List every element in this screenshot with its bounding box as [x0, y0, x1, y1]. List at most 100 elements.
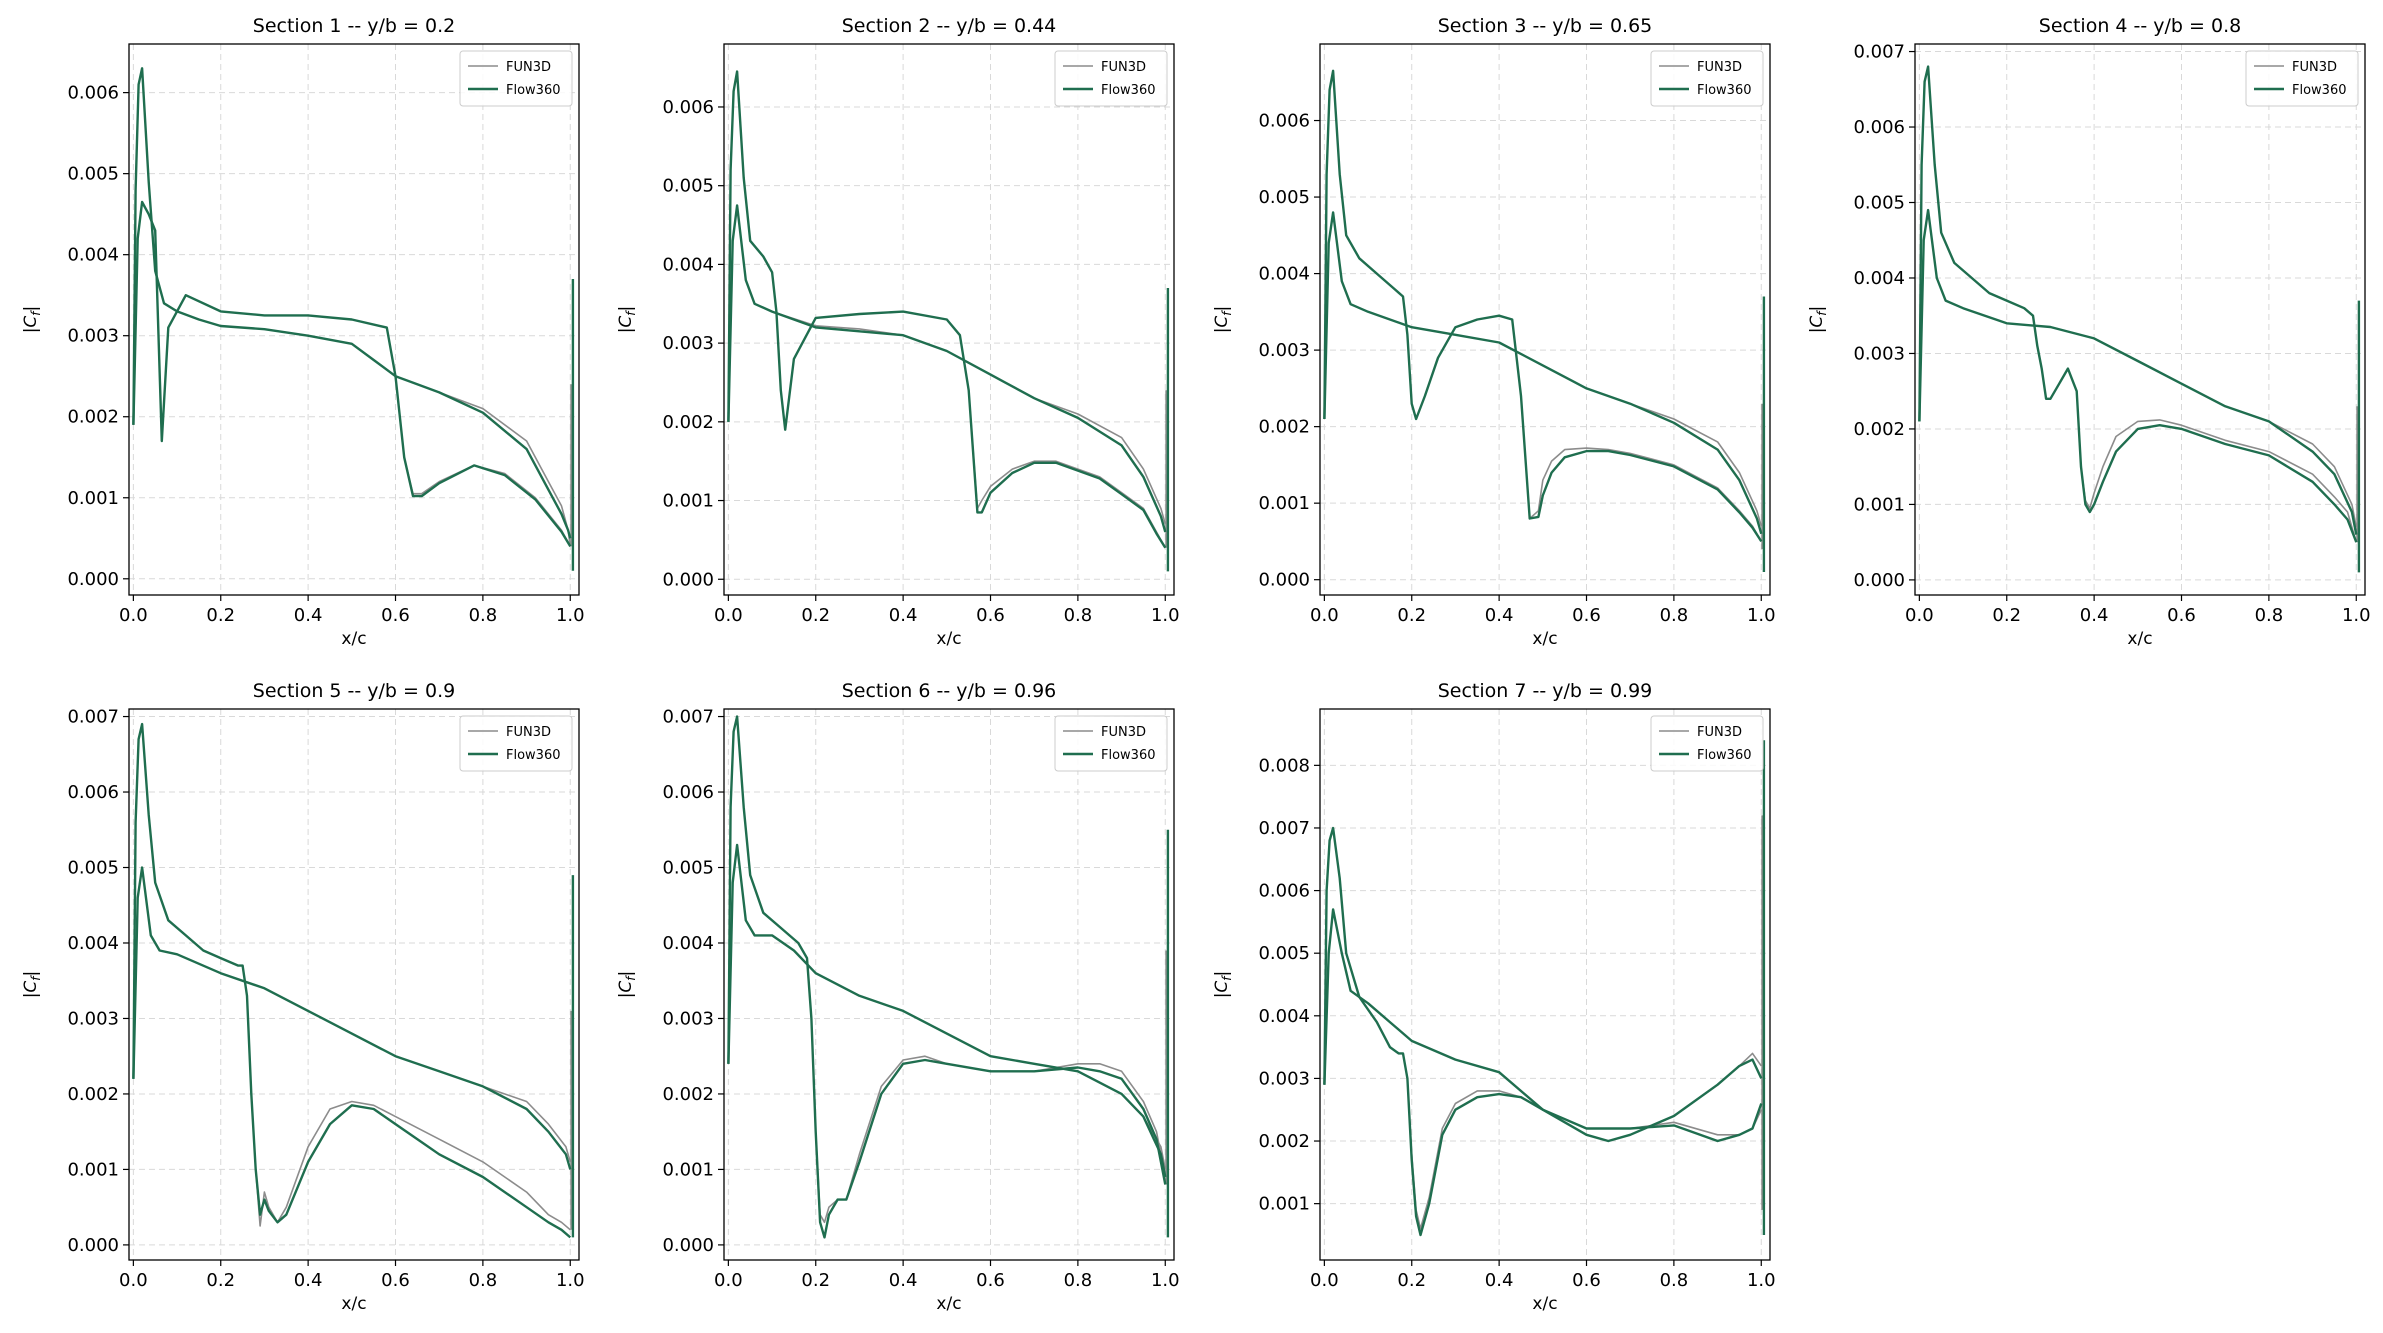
- legend-label: FUN3D: [1697, 60, 1742, 75]
- axes-frame: [1914, 43, 2366, 596]
- legend-box: [1650, 50, 1764, 107]
- y-tick-label: 0.005: [1258, 187, 1310, 208]
- chart-panel: 0.0 0.2 0.4 0.6 0.8 1.0 0.000 0.001 0.002 0.003 0.…: [21, 680, 585, 1314]
- y-tick-label: 0.002: [1853, 419, 1905, 440]
- x-tick-label: 0.6: [1572, 605, 1601, 626]
- legend: FUN3D Flow360: [2245, 50, 2359, 107]
- x-tick-label: 1.0: [1747, 1270, 1776, 1291]
- x-tick-label: 0.2: [1397, 1270, 1426, 1291]
- y-tick-label: 0.001: [662, 491, 714, 512]
- x-tick-label: 0.4: [889, 1270, 918, 1291]
- y-tick-label: 0.002: [1258, 417, 1310, 438]
- series-line-fun3d: [727, 844, 1167, 1170]
- x-tick-label: 1.0: [556, 605, 585, 626]
- chart-title: Section 4 -- y/b = 0.8: [2039, 15, 2241, 37]
- x-tick-label: 1.0: [1151, 605, 1180, 626]
- x-tick-label: 0.6: [1572, 1270, 1601, 1291]
- chart-panel: 0.0 0.2 0.4 0.6 0.8 1.0 0.000 0.001 0.002 0.003 0.…: [1212, 15, 1776, 649]
- legend: FUN3D Flow360: [1650, 50, 1764, 107]
- chart-title: Section 5 -- y/b = 0.9: [253, 680, 455, 702]
- chart-title: Section 2 -- y/b = 0.44: [842, 15, 1057, 37]
- y-tick-label: 0.005: [67, 858, 119, 879]
- y-tick-label: 0.003: [1258, 340, 1310, 361]
- y-axis-label: |Cf|: [1212, 971, 1234, 999]
- y-tick-label: 0.002: [662, 412, 714, 433]
- series-line-flow360: [727, 843, 1167, 1178]
- y-tick-label: 0.001: [1258, 493, 1310, 514]
- y-tick-label: 0.006: [67, 83, 119, 104]
- y-axis-label: |Cf|: [21, 306, 43, 334]
- axes-frame: [128, 708, 580, 1261]
- legend-box: [1650, 715, 1764, 772]
- x-tick-label: 0.8: [469, 1270, 498, 1291]
- x-tick-label: 1.0: [2342, 605, 2371, 626]
- x-tick-label: 0.2: [206, 1270, 235, 1291]
- y-tick-label: 0.002: [662, 1084, 714, 1105]
- legend-box: [1054, 50, 1168, 107]
- y-tick-label: 0.006: [662, 782, 714, 803]
- y-tick-label: 0.005: [662, 176, 714, 197]
- y-tick-label: 0.006: [1258, 881, 1310, 902]
- legend-label: FUN3D: [1697, 725, 1742, 740]
- y-axis-label: |Cf|: [1212, 306, 1234, 334]
- chart-title: Section 6 -- y/b = 0.96: [842, 680, 1057, 702]
- x-tick-label: 0.8: [1660, 1270, 1689, 1291]
- x-axis-label: x/c: [1532, 629, 1557, 649]
- x-tick-label: 0.0: [119, 1270, 148, 1291]
- y-axis-label: |Cf|: [616, 306, 638, 334]
- legend: FUN3D Flow360: [1054, 50, 1168, 107]
- x-tick-label: 0.6: [381, 1270, 410, 1291]
- y-tick-label: 0.003: [1258, 1068, 1310, 1089]
- x-tick-label: 1.0: [1151, 1270, 1180, 1291]
- chart-panel: 0.0 0.2 0.4 0.6 0.8 1.0 0.000 0.001 0.002 0.003 0.…: [616, 680, 1180, 1314]
- y-tick-label: 0.002: [1258, 1131, 1310, 1152]
- legend-label: Flow360: [1101, 748, 1156, 763]
- series-line-flow360: [727, 70, 1167, 549]
- y-tick-label: 0.005: [662, 858, 714, 879]
- x-tick-label: 0.4: [1485, 1270, 1514, 1291]
- y-tick-label: 0.003: [1853, 343, 1905, 364]
- legend-label: Flow360: [506, 83, 561, 98]
- x-axis-label: x/c: [2127, 629, 2152, 649]
- y-tick-label: 0.006: [662, 97, 714, 118]
- series-line-fun3d: [1323, 908, 1762, 1142]
- y-tick-label: 0.008: [1258, 755, 1310, 776]
- x-tick-label: 0.8: [2255, 605, 2284, 626]
- axes-frame: [723, 708, 1175, 1261]
- x-tick-label: 0.0: [119, 605, 148, 626]
- series-line-flow360: [132, 866, 572, 1170]
- axes-frame: [128, 43, 580, 596]
- series-line-flow360: [132, 67, 572, 539]
- x-tick-label: 0.0: [714, 605, 743, 626]
- y-tick-label: 0.006: [67, 782, 119, 803]
- x-tick-label: 0.0: [1310, 1270, 1339, 1291]
- legend-box: [1054, 715, 1168, 772]
- x-tick-label: 0.4: [294, 1270, 323, 1291]
- x-tick-label: 1.0: [1747, 605, 1776, 626]
- y-tick-label: 0.002: [67, 407, 119, 428]
- y-tick-label: 0.007: [1258, 818, 1310, 839]
- legend-label: Flow360: [2292, 83, 2347, 98]
- y-tick-label: 0.001: [1258, 1194, 1310, 1215]
- chart-panel: 0.0 0.2 0.4 0.6 0.8 1.0 0.000 0.001 0.002 0.003 0.…: [21, 15, 585, 649]
- x-tick-label: 0.4: [889, 605, 918, 626]
- chart-panel: 0.0 0.2 0.4 0.6 0.8 1.0 0.000 0.001 0.002 0.003 0.…: [616, 15, 1180, 649]
- y-tick-label: 0.000: [67, 569, 119, 590]
- x-tick-label: 0.6: [976, 1270, 1005, 1291]
- y-tick-label: 0.000: [67, 1235, 119, 1256]
- series-line-flow360: [1323, 908, 1763, 1143]
- y-tick-label: 0.004: [1258, 1006, 1310, 1027]
- x-axis-label: x/c: [936, 1294, 961, 1314]
- legend: FUN3D Flow360: [459, 715, 573, 772]
- legend-label: Flow360: [1101, 83, 1156, 98]
- x-tick-label: 0.8: [1660, 605, 1689, 626]
- legend-box: [459, 715, 573, 772]
- y-tick-label: 0.001: [1853, 494, 1905, 515]
- series-line-flow360: [727, 715, 1167, 1239]
- x-tick-label: 0.2: [1397, 605, 1426, 626]
- x-tick-label: 0.4: [2080, 605, 2109, 626]
- y-tick-label: 0.007: [67, 707, 119, 728]
- axes-frame: [723, 43, 1175, 596]
- y-tick-label: 0.000: [662, 569, 714, 590]
